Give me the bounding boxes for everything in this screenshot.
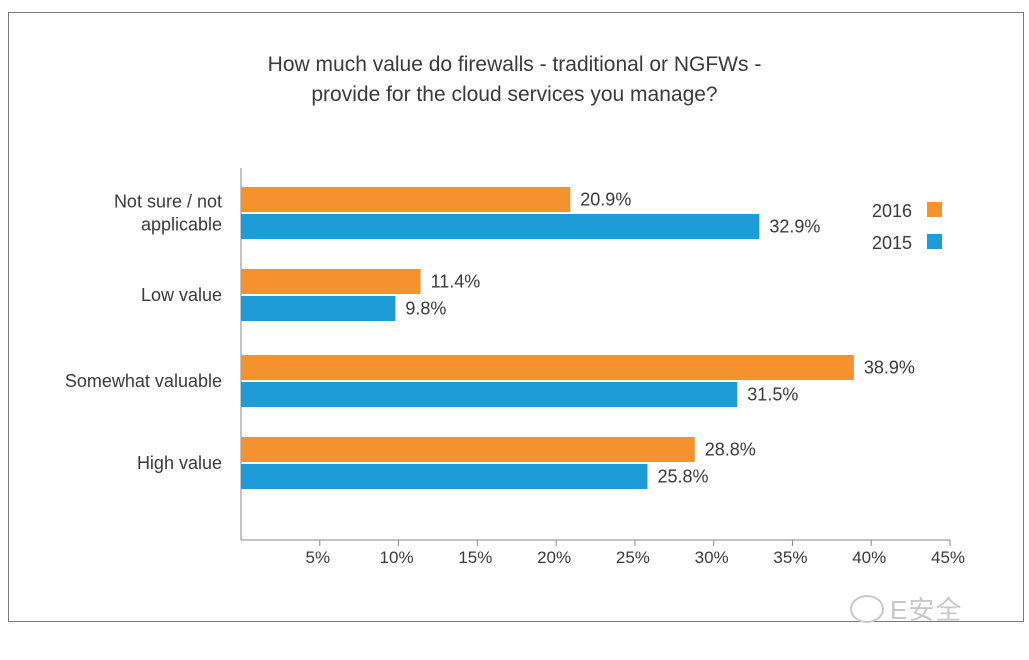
category-label: Not sure / not (114, 192, 222, 212)
bar-2016 (241, 187, 571, 212)
legend-swatch-2016 (927, 202, 942, 217)
bar-2016 (241, 355, 854, 380)
x-tick-label: 30% (695, 548, 729, 567)
x-tick-label: 45% (931, 548, 965, 567)
bar-2015 (241, 214, 760, 239)
category-label: applicable (141, 215, 222, 235)
watermark: E安全 (850, 590, 962, 627)
watermark-text: E安全 (890, 595, 963, 625)
data-label-2015: 31.5% (747, 385, 798, 405)
category-label: High value (137, 453, 222, 473)
x-tick-label: 5% (305, 548, 330, 567)
x-tick-label: 25% (616, 548, 650, 567)
x-tick-label: 40% (852, 548, 886, 567)
x-tick-label: 35% (773, 548, 807, 567)
data-label-2015: 25.8% (657, 467, 708, 487)
legend-label-2016: 2016 (872, 201, 912, 221)
legend-swatch-2015 (927, 234, 942, 249)
bar-2015 (241, 296, 396, 321)
data-label-2015: 32.9% (769, 217, 820, 237)
bar-2015 (241, 382, 738, 407)
x-tick-label: 20% (537, 548, 571, 567)
chart-title: How much value do firewalls - traditiona… (0, 50, 1029, 110)
bar-2016 (241, 437, 695, 462)
data-label-2016: 20.9% (580, 190, 631, 210)
category-label: Low value (141, 285, 222, 305)
data-label-2016: 28.8% (705, 440, 756, 460)
wechat-icon (850, 595, 884, 623)
legend-label-2015: 2015 (872, 233, 912, 253)
chart-frame (8, 12, 1024, 622)
x-tick-label: 10% (380, 548, 414, 567)
bar-2016 (241, 269, 421, 294)
chart-title-line-1: How much value do firewalls - traditiona… (267, 53, 762, 76)
bar-2015 (241, 464, 648, 489)
data-label-2016: 38.9% (864, 358, 915, 378)
data-label-2015: 9.8% (405, 299, 446, 319)
data-label-2016: 11.4% (431, 272, 481, 292)
x-tick-label: 15% (458, 548, 492, 567)
category-label: Somewhat valuable (65, 371, 222, 391)
chart-title-line-2: provide for the cloud services you manag… (311, 83, 718, 106)
